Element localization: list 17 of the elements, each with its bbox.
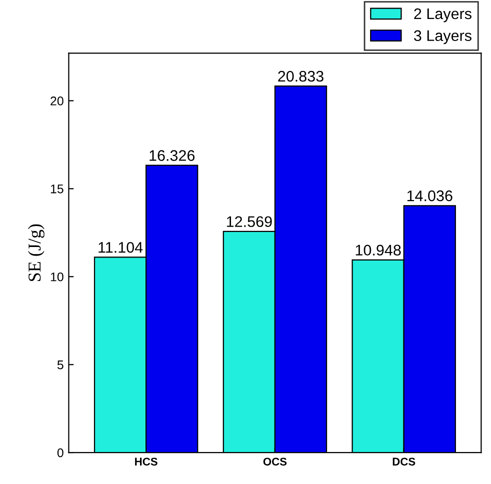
legend-label: 2 Layers bbox=[414, 8, 472, 22]
y-tick-label: 20 bbox=[50, 96, 64, 106]
data-label: 20.833 bbox=[278, 70, 324, 82]
data-label: 11.104 bbox=[98, 242, 143, 253]
y-tick-label: 5 bbox=[57, 360, 64, 370]
x-tick-label: HCS bbox=[135, 458, 158, 466]
legend-label: 3 Layers bbox=[414, 30, 472, 44]
y-tick-label: 0 bbox=[57, 448, 64, 458]
x-tick-label: DCS bbox=[392, 458, 416, 466]
data-label: 12.569 bbox=[226, 216, 272, 228]
y-tick-label: 15 bbox=[50, 184, 64, 194]
data-label: 16.326 bbox=[150, 150, 195, 161]
x-tick-label: OCS bbox=[263, 458, 287, 466]
data-label: 10.948 bbox=[356, 244, 401, 256]
y-tick-label: 10 bbox=[50, 272, 64, 282]
y-axis-title: SE (J/g) bbox=[28, 224, 44, 282]
data-label: 14.036 bbox=[407, 190, 452, 202]
